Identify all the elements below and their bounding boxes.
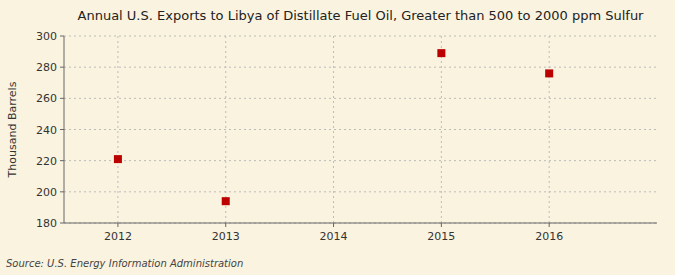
y-grid-line	[64, 223, 657, 224]
y-grid-line	[64, 36, 657, 37]
x-tick-label: 2013	[212, 230, 240, 243]
x-tick	[441, 223, 442, 227]
x-tick-label: 2012	[104, 230, 132, 243]
axes: 2012 2013 2014 2015 2016 180 200 220 240 260 280 30…	[36, 30, 657, 243]
y-tick-label: 220	[36, 155, 57, 168]
y-tick-label: 260	[36, 92, 57, 105]
x-tick-label: 2016	[535, 230, 563, 243]
x-tick	[549, 223, 550, 227]
y-tick-label: 300	[36, 30, 57, 43]
x-grid-line	[225, 36, 226, 223]
source-note: Source: U.S. Energy Information Administ…	[6, 258, 243, 269]
y-tick	[60, 129, 64, 130]
data-point	[222, 197, 230, 205]
y-tick	[60, 223, 64, 224]
x-tick-label: 2014	[320, 230, 348, 243]
y-tick-label: 280	[36, 61, 57, 74]
x-grid-line	[549, 36, 550, 223]
x-tick	[333, 223, 334, 227]
data-point	[545, 69, 553, 77]
y-grid-line	[64, 129, 657, 130]
data-point	[114, 155, 122, 163]
y-tick	[60, 160, 64, 161]
data-point	[437, 49, 445, 57]
chart-svg: 2012 2013 2014 2015 2016 180 200 220 240 260 280 30…	[0, 0, 675, 275]
x-grid-line	[333, 36, 334, 223]
x-tick-label: 2015	[427, 230, 455, 243]
y-axis-label: Thousand Barrels	[6, 81, 19, 178]
y-tick-label: 240	[36, 124, 57, 137]
x-tick	[225, 223, 226, 227]
y-grid-line	[64, 67, 657, 68]
x-axis-line	[64, 223, 657, 224]
grid	[64, 36, 657, 223]
x-tick	[117, 223, 118, 227]
x-grid-line	[441, 36, 442, 223]
y-grid-line	[64, 191, 657, 192]
y-tick	[60, 67, 64, 68]
y-tick	[60, 191, 64, 192]
x-grid-line	[117, 36, 118, 223]
y-tick-label: 200	[36, 186, 57, 199]
chart-container: 2012 2013 2014 2015 2016 180 200 220 240 260 280 30…	[0, 0, 675, 275]
points	[114, 49, 553, 205]
y-tick	[60, 98, 64, 99]
y-grid-line	[64, 98, 657, 99]
y-tick	[60, 36, 64, 37]
y-grid-line	[64, 160, 657, 161]
y-tick-label: 180	[36, 217, 57, 230]
chart-title: Annual U.S. Exports to Libya of Distilla…	[78, 8, 645, 23]
